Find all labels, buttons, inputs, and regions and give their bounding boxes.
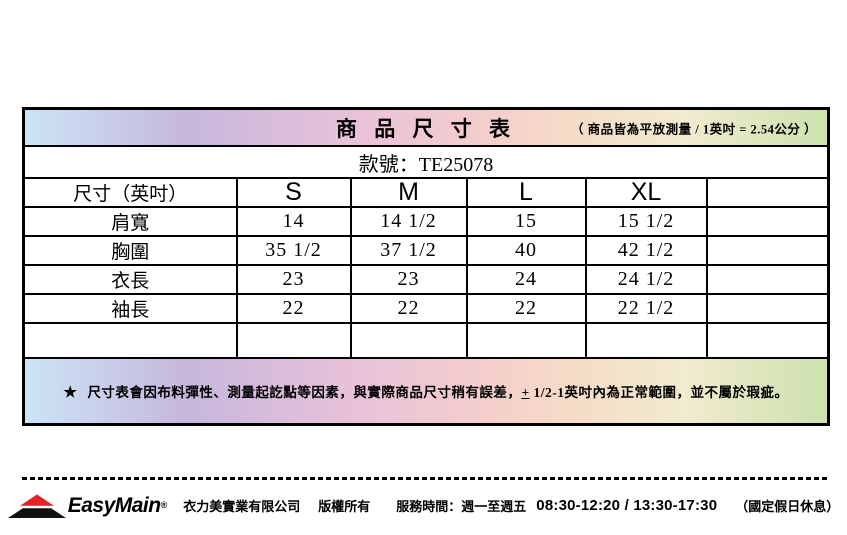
cell-sleeve-l: 22 — [465, 293, 587, 324]
footer: EasyMain ® 衣力美實業有限公司 版權所有 服務時間：週一至週五 08:3… — [0, 492, 847, 519]
cell-empty-s — [235, 322, 352, 359]
size-header-row: 尺寸（英吋） S M L XL — [22, 177, 830, 208]
cell-length-l: 24 — [465, 264, 587, 295]
table-row-chest: 胸圍 35 1/2 37 1/2 40 42 1/2 — [22, 235, 830, 266]
cell-chest-s: 35 1/2 — [235, 235, 352, 266]
cell-empty-blank — [705, 322, 830, 359]
cell-chest-xl: 42 1/2 — [584, 235, 708, 266]
table-row-length: 衣長 23 23 24 24 1/2 — [22, 264, 830, 295]
row-label-sleeve: 袖長 — [22, 293, 238, 324]
service-hours-label: 服務時間：週一至週五 — [396, 499, 527, 514]
cell-sleeve-m: 22 — [349, 293, 468, 324]
row-label-length: 衣長 — [22, 264, 238, 295]
cell-length-blank — [705, 264, 830, 295]
cell-empty-m — [349, 322, 468, 359]
model-row: 款號：TE25078 — [22, 145, 830, 179]
brand-name: EasyMain — [67, 493, 161, 517]
column-header-blank — [705, 177, 830, 208]
service-hours-value: 08:30-12:20 / 13:30-17:30 — [536, 497, 718, 514]
title-row: 商 品 尺 寸 表 （ 商品皆為平放測量 / 1英吋 = 2.54公分 ） — [22, 107, 830, 147]
column-header-dimension: 尺寸（英吋） — [22, 177, 238, 208]
page-title: 商 品 尺 寸 表 — [336, 116, 516, 141]
cell-chest-m: 37 1/2 — [349, 235, 468, 266]
row-label-chest: 胸圍 — [22, 235, 238, 266]
column-header-size-xl: XL — [584, 177, 708, 208]
measurement-note: （ 商品皆為平放測量 / 1英吋 = 2.54公分 ） — [571, 122, 817, 136]
holiday-note: （國定假日休息） — [735, 499, 840, 514]
copyright-label: 版權所有 — [318, 499, 371, 514]
cell-shoulder-l: 15 — [465, 206, 587, 237]
disclaimer-bar: ★ 尺寸表會因布料彈性、測量起訖點等因素，與實際商品尺寸稍有誤差，+ 1/2-1英… — [22, 357, 830, 426]
disclaimer-text-after: 1/2-1英吋內為正常範圍，並不屬於瑕疵。 — [529, 384, 789, 400]
size-chart-table: 商 品 尺 寸 表 （ 商品皆為平放測量 / 1英吋 = 2.54公分 ） 款號… — [22, 107, 830, 426]
title-bar: 商 品 尺 寸 表 （ 商品皆為平放測量 / 1英吋 = 2.54公分 ） — [22, 107, 830, 147]
cell-shoulder-xl: 15 1/2 — [584, 206, 708, 237]
table-row-empty — [22, 322, 830, 359]
cell-shoulder-m: 14 1/2 — [349, 206, 468, 237]
plus-minus-sign: + — [521, 384, 530, 400]
column-header-size-m: M — [349, 177, 468, 208]
row-label-shoulder: 肩寬 — [22, 206, 238, 237]
star-icon: ★ — [63, 384, 78, 401]
cell-sleeve-s: 22 — [235, 293, 352, 324]
cell-empty-label — [22, 322, 238, 359]
registered-mark: ® — [160, 500, 168, 510]
table-row-sleeve: 袖長 22 22 22 22 1/2 — [22, 293, 830, 324]
column-header-size-l: L — [465, 177, 587, 208]
cell-chest-l: 40 — [465, 235, 587, 266]
disclaimer-text-before: 尺寸表會因布料彈性、測量起訖點等因素，與實際商品尺寸稍有誤差， — [87, 384, 522, 400]
column-header-size-s: S — [235, 177, 352, 208]
cell-chest-blank — [705, 235, 830, 266]
mountain-logo-icon — [7, 492, 66, 518]
cell-shoulder-s: 14 — [235, 206, 352, 237]
cell-length-m: 23 — [349, 264, 468, 295]
cell-sleeve-blank — [705, 293, 830, 324]
disclaimer-row: ★ 尺寸表會因布料彈性、測量起訖點等因素，與實際商品尺寸稍有誤差，+ 1/2-1英… — [22, 357, 830, 426]
model-number: 款號：TE25078 — [22, 145, 830, 179]
divider-dotted-line — [22, 477, 827, 480]
cell-sleeve-xl: 22 1/2 — [584, 293, 708, 324]
easymain-logo: EasyMain ® — [7, 492, 168, 519]
cell-length-s: 23 — [235, 264, 352, 295]
cell-empty-l — [465, 322, 587, 359]
cell-empty-xl — [584, 322, 708, 359]
cell-shoulder-blank — [705, 206, 830, 237]
table-row-shoulder: 肩寬 14 14 1/2 15 15 1/2 — [22, 206, 830, 237]
cell-length-xl: 24 1/2 — [584, 264, 708, 295]
company-name: 衣力美實業有限公司 — [183, 499, 301, 514]
